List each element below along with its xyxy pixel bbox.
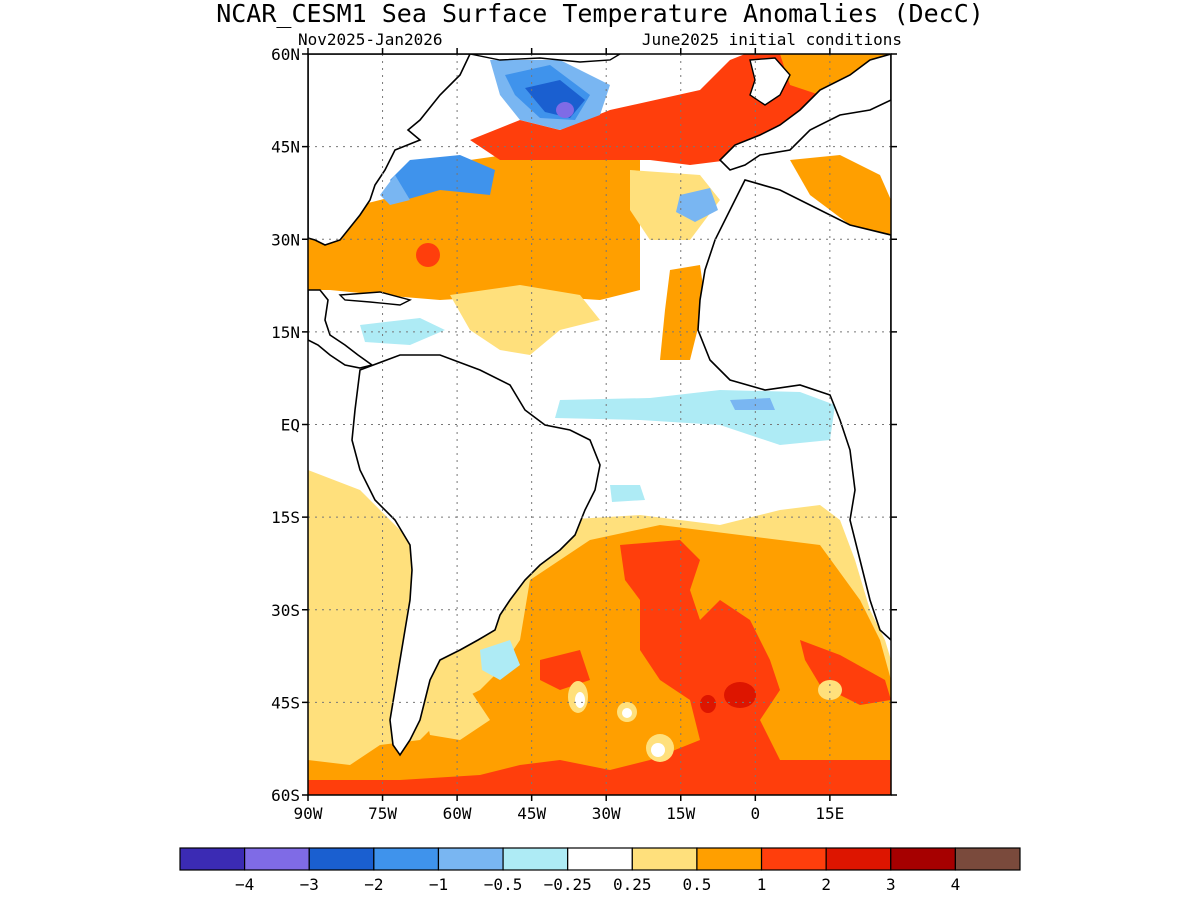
lon-tick-label: 75W [368,804,397,823]
initial-conditions-label: June2025 initial conditions [642,30,902,49]
anomaly-spot-south-very-strong [724,682,756,708]
lon-tick-label: 15W [666,804,695,823]
lon-tick-label: 0 [750,804,760,823]
anomaly-region-agulhas-strong [800,640,891,705]
anomaly-region-mediterranean [790,155,891,235]
colorbar-swatch [179,847,246,871]
colorbar-tick-label: 2 [821,875,831,894]
colorbar-tick-label: −1 [429,875,448,894]
greenland-land [469,54,622,63]
lat-tick-label: 45N [271,138,300,157]
colorbar-tick-label: 0.25 [613,875,652,894]
lon-tick-label: 60W [443,804,472,823]
anomaly-region-south-equatorial-cool [610,485,645,502]
lon-tick-label: 30W [592,804,621,823]
colorbar [179,847,1021,871]
anomaly-fields [308,54,891,795]
anomaly-region-south-atlantic-strong-core [308,540,891,795]
anomaly-region-labrador-min [556,102,574,118]
colorbar-swatch [373,847,440,871]
anomaly-region-subtropical-light [450,285,600,355]
anomaly-region-new-england-cold [390,155,495,200]
anomaly-region-mid-south-strong [540,650,590,690]
anomaly-spot-light-4 [818,680,842,700]
lon-tick-label: 90W [294,804,323,823]
colorbar-tick-label: 3 [886,875,896,894]
anomaly-spot-neutral-2 [622,708,632,718]
colorbar-swatch [502,847,569,871]
anomaly-region-azores-cold [676,188,718,222]
colorbar-swatch [631,847,698,871]
cuba-land [338,291,412,306]
europe-land [718,54,891,171]
colorbar-swatch [567,847,633,871]
north-america-land [308,54,471,246]
lon-tick-label: 45W [517,804,546,823]
colorbar-swatch [437,847,504,871]
colorbar-tick-label: 4 [951,875,961,894]
anomaly-region-gulf-of-guinea-cold [730,398,775,410]
africa-land [697,179,891,642]
colorbar-tick-label: −0.5 [484,875,523,894]
longitude-labels: 90W 75W 60W 45W 30W 15W 0 15E [294,804,845,823]
anomaly-region-caribbean-cool [360,318,445,345]
map-frame [307,53,892,796]
colorbar-swatch [760,847,827,871]
land-masses [308,54,891,757]
anomaly-region-argentina-cool [480,640,520,680]
anomaly-spot-south-very-strong-2 [700,695,716,713]
anomaly-region-mid-atlantic-light [630,170,720,240]
south-america-land [351,354,601,757]
period-label: Nov2025-Jan2026 [298,30,443,49]
colorbar-tick-label: 0.5 [682,875,711,894]
anomaly-region-north-atlantic-warm [308,130,640,300]
colorbar-tick-label: −4 [235,875,254,894]
lon-tick-label: 15E [815,804,844,823]
colorbar-tick-label: −2 [364,875,383,894]
colorbar-swatch [696,847,763,871]
colorbar-tick-label: 1 [757,875,767,894]
colorbar-swatch [890,847,956,871]
anomaly-region-argentina-light [420,690,490,740]
lat-tick-label: 45S [271,693,300,712]
iceland-british-isles-land [749,57,791,106]
anomaly-region-new-england-fringe [380,175,410,205]
lat-tick-label: 30N [271,230,300,249]
lat-tick-label: 60S [271,786,300,805]
latitude-labels: 60N 45N 30N 15N EQ 15S 30S 45S 60S [271,45,300,805]
colorbar-swatch [825,847,892,871]
anomaly-spot-subtropical [416,243,440,267]
lat-tick-label: 15N [271,323,300,342]
colorbar-labels: −4 −3 −2 −1 −0.5 −0.25 0.25 0.5 1 2 3 4 [235,875,960,894]
central-america-land [308,289,374,369]
anomaly-spot-southwest-light [330,505,380,585]
lat-tick-label: 60N [271,45,300,64]
lat-tick-label: 15S [271,508,300,527]
anomaly-spot-neutral-3 [651,743,665,757]
anomaly-region-west-africa-coast [660,265,705,360]
anomaly-spot-neutral-1 [575,692,585,708]
figure-title: NCAR_CESM1 Sea Surface Temperature Anoma… [216,0,984,28]
lat-tick-label: EQ [281,416,300,435]
graticule-grid [302,48,897,801]
colorbar-swatch [954,847,1021,871]
map-panel: 60N 45N 30N 15N EQ 15S 30S 45S 60S 90W 75W 60W 45W 3… [271,45,897,823]
colorbar-tick-label: −0.25 [544,875,592,894]
colorbar-swatch [244,847,310,871]
lat-tick-label: 30S [271,601,300,620]
colorbar-tick-label: −3 [300,875,319,894]
colorbar-swatch [308,847,375,871]
